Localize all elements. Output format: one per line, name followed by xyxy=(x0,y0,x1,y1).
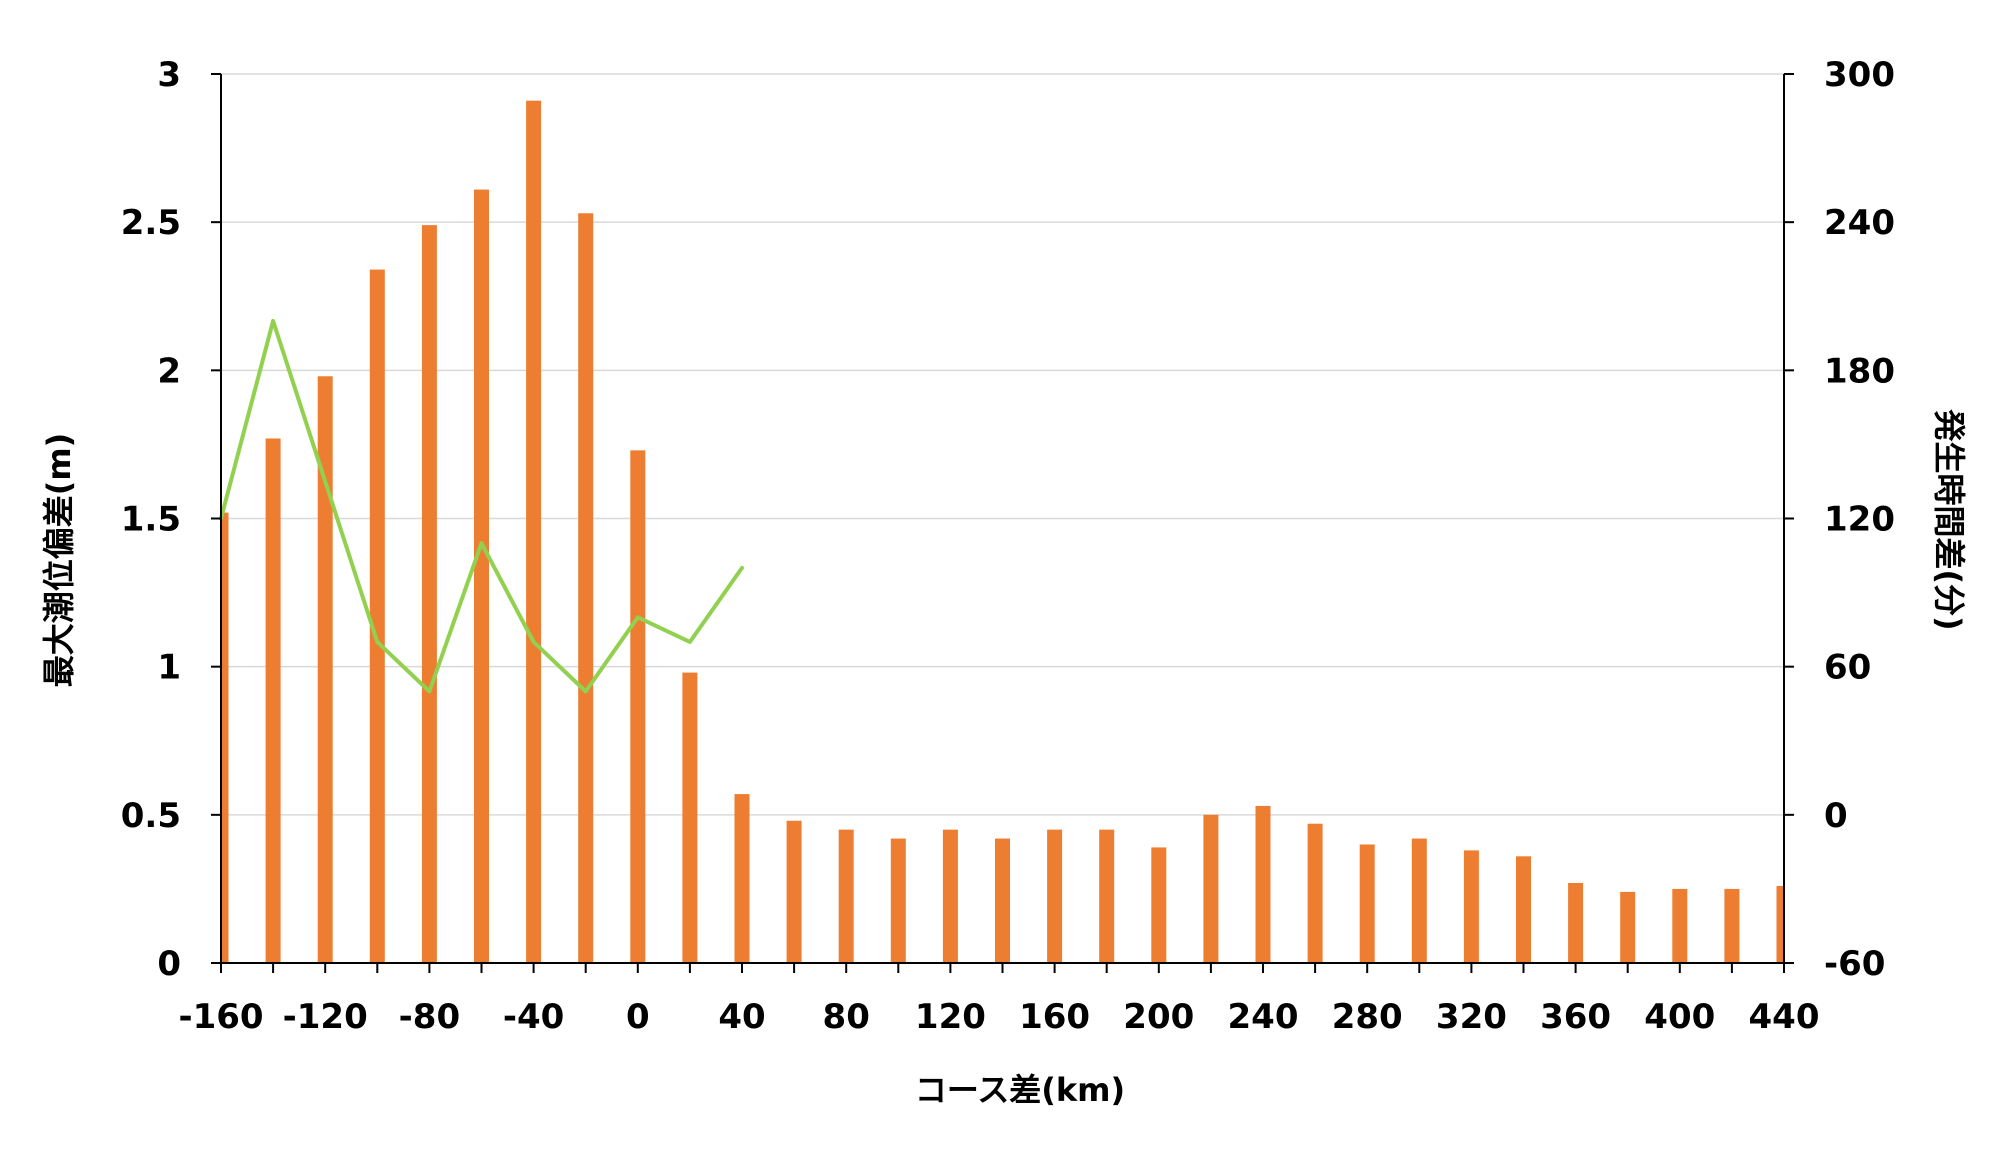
bar xyxy=(1463,850,1479,963)
y-right-tick-label: 300 xyxy=(1824,55,1895,95)
y-right-tick-label: 0 xyxy=(1824,796,1848,836)
x-tick-label: 200 xyxy=(1123,997,1194,1037)
x-tick-label: 80 xyxy=(823,997,870,1037)
bar xyxy=(1672,888,1688,963)
bar xyxy=(786,820,802,963)
left-y-axis-title: 最大潮位偏差(m) xyxy=(40,433,78,688)
y-right-tick-label: -60 xyxy=(1824,944,1885,984)
x-tick-label: 400 xyxy=(1644,997,1715,1037)
bar xyxy=(1047,829,1063,963)
x-tick-label: 360 xyxy=(1540,997,1611,1037)
x-tick-label: 160 xyxy=(1019,997,1090,1037)
bar xyxy=(221,512,229,963)
bar xyxy=(995,838,1010,963)
axes xyxy=(211,73,1794,973)
bar xyxy=(369,269,385,964)
bar xyxy=(421,225,437,963)
y-left-tick-label: 2 xyxy=(157,351,181,391)
x-tick-label: 280 xyxy=(1332,997,1403,1037)
bar xyxy=(942,829,958,963)
y-right-tick-label: 240 xyxy=(1824,203,1895,243)
bar xyxy=(1203,814,1219,963)
x-axis-title: コース差(km) xyxy=(915,1071,1125,1109)
bar xyxy=(526,100,542,964)
bar xyxy=(682,672,698,963)
bar xyxy=(1776,885,1784,963)
line-series xyxy=(219,318,744,694)
gridlines xyxy=(221,73,1784,816)
bar xyxy=(1099,829,1115,963)
bar xyxy=(1151,847,1167,963)
bar xyxy=(1724,888,1740,963)
y-left-tick-label: 0 xyxy=(157,944,181,984)
y-left-tick-label: 0.5 xyxy=(121,796,181,836)
x-tick-label: -160 xyxy=(178,997,263,1037)
bar xyxy=(578,213,594,963)
bar xyxy=(734,794,750,963)
bar xyxy=(630,450,646,963)
x-tick-label: 440 xyxy=(1749,997,1820,1037)
bar xyxy=(1620,891,1636,963)
bar xyxy=(1359,844,1375,963)
x-tick-label: 0 xyxy=(626,997,650,1037)
bar xyxy=(1516,856,1531,963)
y-right-tick-label: 120 xyxy=(1824,500,1895,540)
y-right-tick-label: 60 xyxy=(1824,648,1871,688)
bar xyxy=(838,829,854,963)
bar xyxy=(474,189,489,963)
right-y-axis-title: 発生時間差(分) xyxy=(1930,408,1968,630)
y-left-tick-label: 1.5 xyxy=(121,500,181,540)
bar xyxy=(890,838,906,963)
x-tick-label: 120 xyxy=(915,997,986,1037)
x-tick-label: -80 xyxy=(399,997,460,1037)
y-left-tick-label: 1 xyxy=(157,648,181,688)
x-tick-label: -120 xyxy=(283,997,368,1037)
bar xyxy=(317,376,333,963)
bar xyxy=(1411,838,1427,963)
y-left-tick-label: 3 xyxy=(157,55,181,95)
y-right-tick-label: 180 xyxy=(1824,351,1895,391)
bar xyxy=(1255,805,1271,963)
bar xyxy=(1568,882,1584,963)
x-tick-label: 40 xyxy=(718,997,765,1037)
bar xyxy=(265,438,281,963)
x-tick-label: -40 xyxy=(503,997,564,1037)
x-tick-label: 240 xyxy=(1228,997,1299,1037)
y-left-tick-label: 2.5 xyxy=(121,203,181,243)
bar xyxy=(1307,823,1323,963)
x-tick-label: 320 xyxy=(1436,997,1507,1037)
bar-series xyxy=(221,100,1784,964)
